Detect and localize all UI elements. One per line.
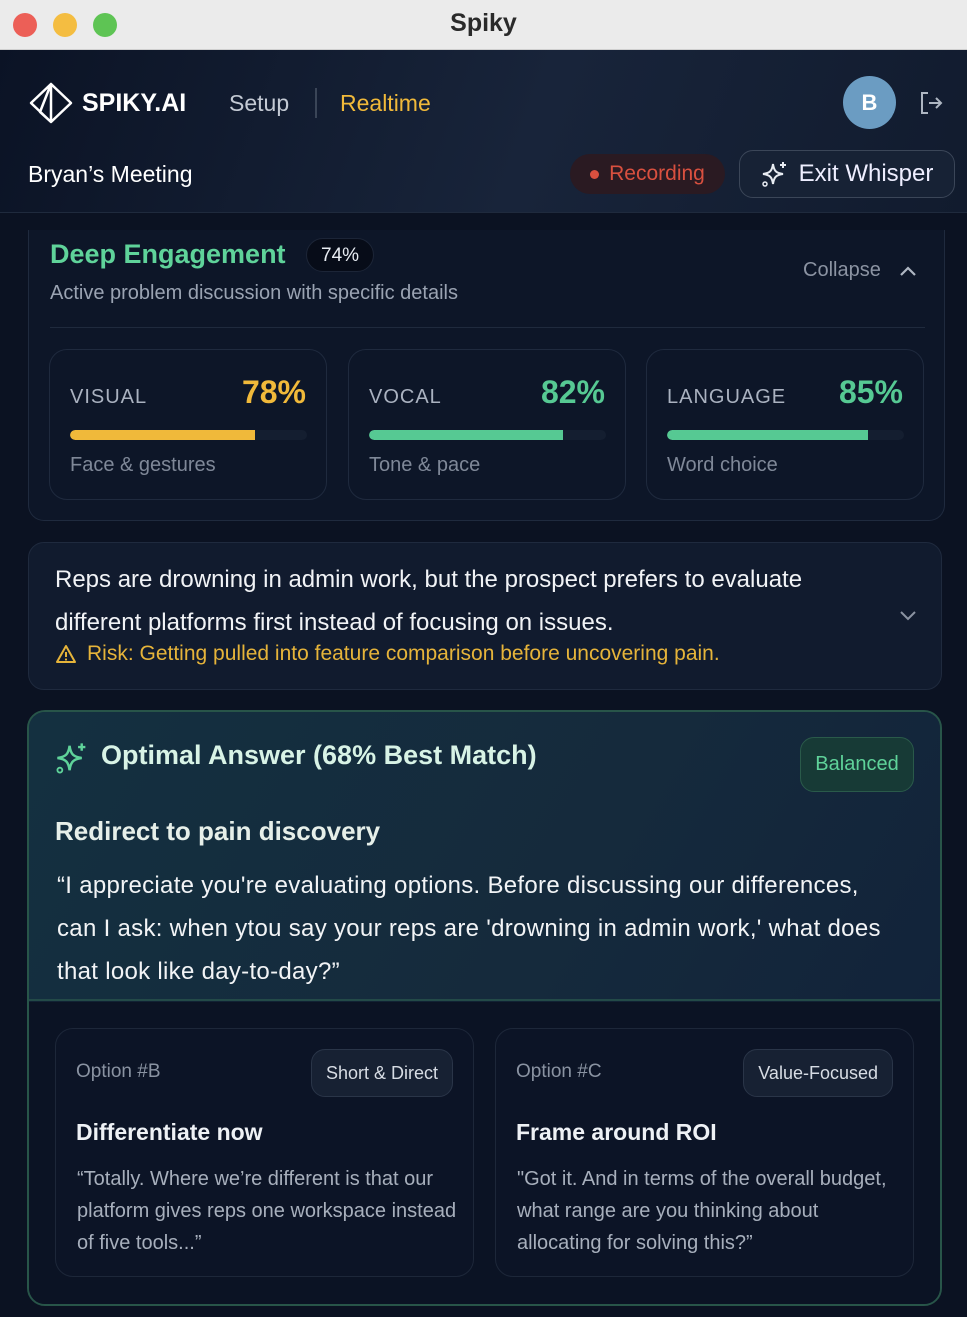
- logout-icon[interactable]: [918, 90, 944, 121]
- option-tag: Value-Focused: [743, 1049, 893, 1097]
- option-text: “Totally. Where we’re different is that …: [77, 1168, 457, 1254]
- warning-icon: [56, 645, 76, 663]
- metric-progress-bar: [369, 430, 606, 440]
- window-titlebar: Spiky: [0, 0, 967, 50]
- balanced-tag: Balanced: [800, 737, 914, 792]
- engagement-card: [28, 230, 945, 521]
- nav-divider: [315, 88, 317, 118]
- collapse-label: Collapse: [803, 259, 881, 281]
- metric-value: 85%: [838, 374, 903, 410]
- risk-text: Risk: Getting pulled into feature compar…: [87, 642, 720, 665]
- insight-text: Reps are drowning in admin work, but the…: [55, 566, 803, 636]
- engagement-subtitle: Active problem discussion with specific …: [50, 282, 458, 304]
- metric-progress-bar: [667, 430, 904, 440]
- nav-realtime[interactable]: Realtime: [340, 90, 431, 116]
- risk-warning: Risk: Getting pulled into feature compar…: [55, 642, 720, 666]
- metric-visual: VISUAL 78% Face & gestures: [49, 349, 327, 500]
- recording-badge: Recording: [570, 154, 725, 194]
- metric-progress-fill: [369, 430, 564, 440]
- maximize-window-button[interactable]: [93, 13, 117, 37]
- metric-value: 78%: [241, 374, 306, 410]
- insight-card[interactable]: [28, 542, 942, 690]
- spiky-logo-icon: [29, 82, 73, 124]
- option-number: Option #B: [76, 1061, 161, 1082]
- option-text: "Got it. And in terms of the overall bud…: [517, 1168, 887, 1254]
- metric-progress-fill: [70, 430, 255, 440]
- minimize-window-button[interactable]: [53, 13, 77, 37]
- metric-label: VOCAL: [369, 386, 442, 408]
- metric-progress-fill: [667, 430, 869, 440]
- recording-dot-icon: [590, 169, 600, 179]
- metric-subtitle: Word choice: [667, 454, 778, 476]
- metric-label: LANGUAGE: [667, 386, 787, 408]
- answer-heading: Redirect to pain discovery: [55, 816, 381, 846]
- nav-setup[interactable]: Setup: [229, 90, 290, 116]
- metric-value: 82%: [540, 374, 605, 410]
- engagement-title: Deep Engagement: [50, 239, 286, 269]
- optimal-answer-title: Optimal Answer (68% Best Match): [101, 740, 537, 770]
- brand-logo[interactable]: SPIKY.AI: [28, 82, 186, 124]
- metric-label: VISUAL: [70, 386, 148, 408]
- collapse-button[interactable]: Collapse: [803, 259, 917, 282]
- option-tag: Short & Direct: [310, 1049, 453, 1097]
- sparkle-icon: [761, 162, 786, 187]
- exit-whisper-button[interactable]: Exit Whisper: [739, 150, 955, 198]
- option-card-c[interactable]: Option #C Value-Focused Frame around ROI…: [495, 1028, 914, 1277]
- divider: [50, 327, 925, 328]
- brand-name: SPIKY.AI: [82, 88, 187, 117]
- close-window-button[interactable]: [13, 13, 37, 37]
- recording-label: Recording: [609, 162, 705, 185]
- exit-whisper-label: Exit Whisper: [798, 160, 934, 187]
- metric-progress-bar: [70, 430, 307, 440]
- metric-subtitle: Face & gestures: [70, 454, 216, 476]
- answer-quote: “I appreciate you're evaluating options.…: [57, 872, 881, 985]
- chevron-down-icon[interactable]: [899, 608, 917, 626]
- meeting-title: Bryan’s Meeting: [28, 161, 193, 187]
- chevron-up-icon: [900, 265, 916, 276]
- metric-vocal: VOCAL 82% Tone & pace: [348, 349, 626, 500]
- metric-language: LANGUAGE 85% Word choice: [646, 349, 924, 500]
- option-title: Frame around ROI: [516, 1119, 717, 1145]
- option-card-b[interactable]: Option #B Short & Direct Differentiate n…: [55, 1028, 474, 1277]
- sparkle-icon: [55, 741, 89, 780]
- metric-subtitle: Tone & pace: [369, 454, 481, 476]
- option-title: Differentiate now: [76, 1119, 263, 1145]
- optimal-answer-main: [29, 712, 940, 1001]
- engagement-score-badge: 74%: [306, 238, 375, 272]
- avatar[interactable]: B: [843, 76, 896, 129]
- window-title: Spiky: [450, 9, 517, 37]
- option-number: Option #C: [516, 1061, 602, 1082]
